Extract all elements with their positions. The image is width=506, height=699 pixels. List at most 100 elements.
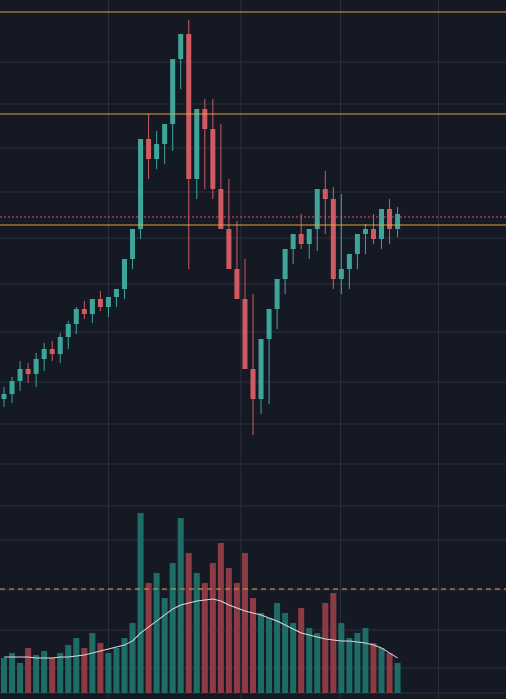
volume-bar	[113, 648, 120, 693]
volume-ma-line	[4, 598, 398, 659]
volume-bar	[241, 553, 248, 693]
candle-body	[17, 369, 23, 381]
volume-bar	[25, 648, 32, 693]
volume-bar	[105, 653, 112, 693]
volume-bar	[145, 583, 152, 693]
volume-bar	[354, 633, 361, 693]
candle-body	[210, 129, 216, 189]
volume-bar	[1, 658, 8, 693]
volume-bar	[386, 653, 393, 693]
candle-body	[41, 349, 47, 359]
volume-bar	[97, 643, 104, 693]
candle-body	[105, 297, 111, 307]
candle-body	[202, 109, 208, 129]
volume-bar	[41, 651, 48, 693]
candle-body	[338, 269, 344, 279]
candle-body	[162, 124, 168, 144]
candle-body	[258, 339, 264, 399]
volume-bar	[306, 628, 313, 693]
candle-body	[362, 229, 368, 234]
volume-bar	[9, 653, 16, 693]
candle-body	[33, 359, 39, 374]
volume-bar	[201, 583, 208, 693]
volume-bar	[161, 598, 168, 693]
candle-body	[370, 229, 376, 239]
volume-bar	[89, 633, 96, 693]
volume-bar	[330, 593, 337, 693]
volume-bar	[346, 638, 353, 693]
volume-bar	[73, 638, 80, 693]
volume-bar	[378, 648, 385, 693]
volume-bar	[266, 618, 273, 693]
candle-body	[387, 209, 393, 229]
volume-bar	[193, 573, 200, 693]
candle-body	[218, 189, 224, 229]
volume-bar	[258, 613, 265, 693]
candle-body	[282, 249, 288, 279]
candle-body	[9, 381, 15, 394]
candle-body	[330, 199, 336, 279]
volume-bar	[322, 603, 329, 693]
candle-body	[65, 324, 71, 337]
volume-bar	[233, 583, 240, 693]
candle-body	[379, 209, 385, 239]
candle-body	[395, 214, 401, 229]
candle-body	[226, 229, 232, 269]
candle-body	[146, 139, 152, 159]
candle-body	[242, 299, 248, 369]
volume-bar	[57, 653, 64, 693]
candle-body	[49, 349, 55, 354]
candle-body	[170, 59, 176, 124]
volume-bar	[370, 643, 377, 693]
volume-bar	[290, 623, 297, 693]
candle-body	[290, 234, 296, 249]
candle-body	[121, 259, 127, 289]
candle-body	[298, 234, 304, 244]
candle-body	[154, 144, 160, 159]
candle-body	[314, 189, 320, 229]
candle-body	[186, 34, 192, 179]
volume-bar	[217, 543, 224, 693]
candle-body	[306, 229, 312, 244]
volume-bar	[81, 648, 88, 693]
candle-body	[97, 299, 103, 307]
candle-body	[138, 139, 144, 229]
candle-body	[346, 254, 352, 269]
volume-bar	[338, 623, 345, 693]
candle-body	[81, 309, 87, 314]
candle-body	[322, 189, 328, 199]
candle-body	[266, 309, 272, 339]
candle-body	[89, 299, 95, 314]
volume-bar	[298, 608, 305, 693]
volume-bar	[121, 638, 128, 693]
volume-bar	[225, 568, 232, 693]
candle-body	[25, 369, 31, 374]
candle-body	[274, 279, 280, 309]
volume-bar	[282, 613, 289, 693]
volume-bar	[314, 633, 321, 693]
candle-body	[113, 289, 119, 297]
volume-bar	[49, 658, 56, 693]
volume-bar	[17, 663, 24, 693]
volume-bar	[250, 598, 256, 693]
volume-bar	[362, 628, 369, 693]
volume-bar	[33, 655, 40, 693]
volume-bar	[65, 645, 72, 693]
candle-body	[73, 309, 79, 324]
candle-body	[1, 394, 7, 399]
candle-body	[234, 269, 240, 299]
volume-bar	[137, 513, 144, 693]
volume-bar	[153, 573, 160, 693]
volume-bar	[394, 663, 401, 693]
volume-bar	[274, 603, 281, 693]
volume-bar	[129, 623, 136, 693]
volume-bar	[209, 563, 216, 693]
candle-body	[194, 109, 200, 179]
candle-body	[130, 229, 136, 259]
volume-bar	[169, 563, 176, 693]
candle-body	[178, 34, 184, 59]
volume-bar	[185, 553, 192, 693]
candle-body	[354, 234, 360, 254]
candle-body	[250, 369, 256, 399]
